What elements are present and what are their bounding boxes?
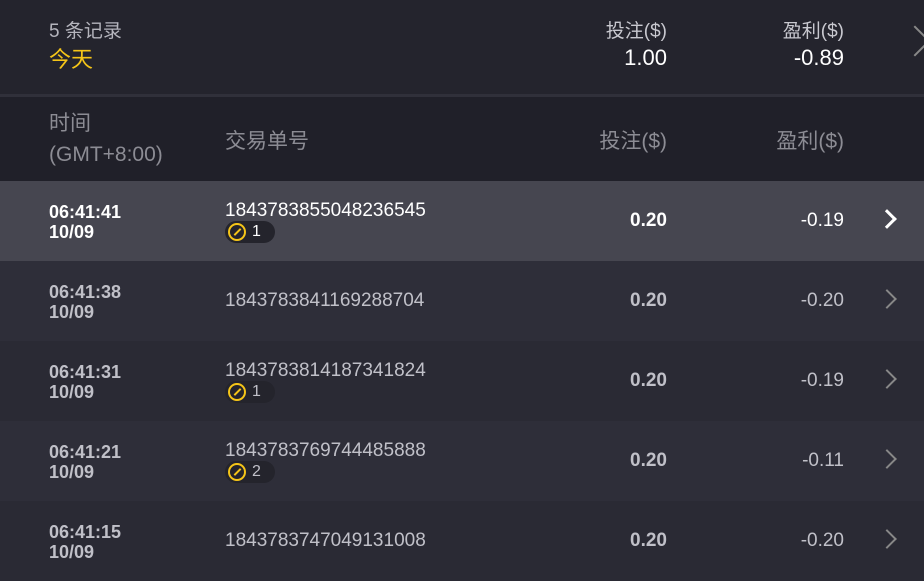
row-time: 06:41:21 10/09 xyxy=(49,442,121,482)
chevron-right-icon[interactable] xyxy=(877,369,897,389)
chevron-right-icon[interactable] xyxy=(877,209,897,229)
row-profit: -0.19 xyxy=(800,210,844,231)
row-time: 06:41:41 10/09 xyxy=(49,202,121,242)
row-time-value: 06:41:38 xyxy=(49,282,122,302)
record-count: 5 条记录 xyxy=(49,21,122,42)
chevron-right-icon[interactable] xyxy=(899,25,924,57)
column-profit: 盈利($) xyxy=(776,130,844,153)
row-date: 10/09 xyxy=(49,462,95,482)
total-profit-value: -0.89 xyxy=(793,45,844,70)
row-time-value: 06:41:21 xyxy=(49,442,122,462)
row-order-id: 1843783769744485888 xyxy=(225,440,426,461)
row-stake: 0.20 xyxy=(630,210,667,231)
total-stake: 投注($) 1.00 xyxy=(606,16,667,71)
total-stake-label: 投注($) xyxy=(605,21,667,42)
combo-badge: 1 xyxy=(225,381,275,403)
row-time: 06:41:38 10/09 xyxy=(49,282,121,322)
combo-count: 1 xyxy=(252,223,261,240)
row-time: 06:41:15 10/09 xyxy=(49,522,121,562)
table-row[interactable]: 06:41:21 10/09 1843783769744485888 2 0.20… xyxy=(0,421,924,501)
chevron-right-icon[interactable] xyxy=(877,529,897,549)
table-row[interactable]: 06:41:15 10/09 1843783747049131008 0.20 -… xyxy=(0,501,924,581)
row-order-id: 1843783747049131008 xyxy=(225,530,426,551)
row-date: 10/09 xyxy=(49,302,95,322)
coin-icon xyxy=(228,463,246,481)
row-date: 10/09 xyxy=(49,222,95,242)
table-header: 时间 (GMT+8:00) 交易单号 投注($) 盈利($) xyxy=(0,97,924,181)
row-time-value: 06:41:15 xyxy=(49,522,122,542)
total-profit: 盈利($) -0.89 xyxy=(783,16,844,71)
combo-count: 1 xyxy=(252,383,261,400)
coin-icon xyxy=(228,383,246,401)
row-profit: -0.19 xyxy=(800,370,844,391)
table-row[interactable]: 06:41:41 10/09 1843783855048236545 1 0.20… xyxy=(0,181,924,261)
total-stake-value: 1.00 xyxy=(624,45,667,70)
combo-count: 2 xyxy=(252,463,261,480)
row-order-id: 1843783814187341824 xyxy=(225,360,426,381)
row-profit: -0.20 xyxy=(800,290,844,311)
chevron-right-icon[interactable] xyxy=(877,289,897,309)
divider xyxy=(0,94,924,97)
row-profit: -0.20 xyxy=(800,530,844,551)
row-stake: 0.20 xyxy=(630,370,667,391)
row-date: 10/09 xyxy=(49,542,95,562)
table-row[interactable]: 06:41:31 10/09 1843783814187341824 1 0.20… xyxy=(0,341,924,421)
row-stake: 0.20 xyxy=(630,450,667,471)
date-filter[interactable]: 今天 xyxy=(49,47,94,72)
row-date: 10/09 xyxy=(49,382,95,402)
summary-bar[interactable]: 5 条记录 今天 投注($) 1.00 盈利($) -0.89 xyxy=(0,0,924,94)
row-profit: -0.11 xyxy=(802,450,844,471)
row-time-value: 06:41:31 xyxy=(49,362,122,382)
combo-badge: 2 xyxy=(225,461,275,483)
row-time: 06:41:31 10/09 xyxy=(49,362,121,402)
column-order-id: 交易单号 xyxy=(225,130,309,153)
row-order-id: 1843783855048236545 xyxy=(225,200,426,221)
column-stake: 投注($) xyxy=(599,130,667,153)
column-timezone: (GMT+8:00) xyxy=(49,143,163,166)
row-stake: 0.20 xyxy=(630,290,667,311)
column-time: 时间 xyxy=(49,112,91,135)
coin-icon xyxy=(228,223,246,241)
total-profit-label: 盈利($) xyxy=(782,21,844,42)
row-order-id: 1843783841169288704 xyxy=(225,290,425,311)
row-time-value: 06:41:41 xyxy=(49,202,122,222)
table-row[interactable]: 06:41:38 10/09 1843783841169288704 0.20 -… xyxy=(0,261,924,341)
row-stake: 0.20 xyxy=(630,530,667,551)
chevron-right-icon[interactable] xyxy=(877,449,897,469)
combo-badge: 1 xyxy=(225,221,275,243)
